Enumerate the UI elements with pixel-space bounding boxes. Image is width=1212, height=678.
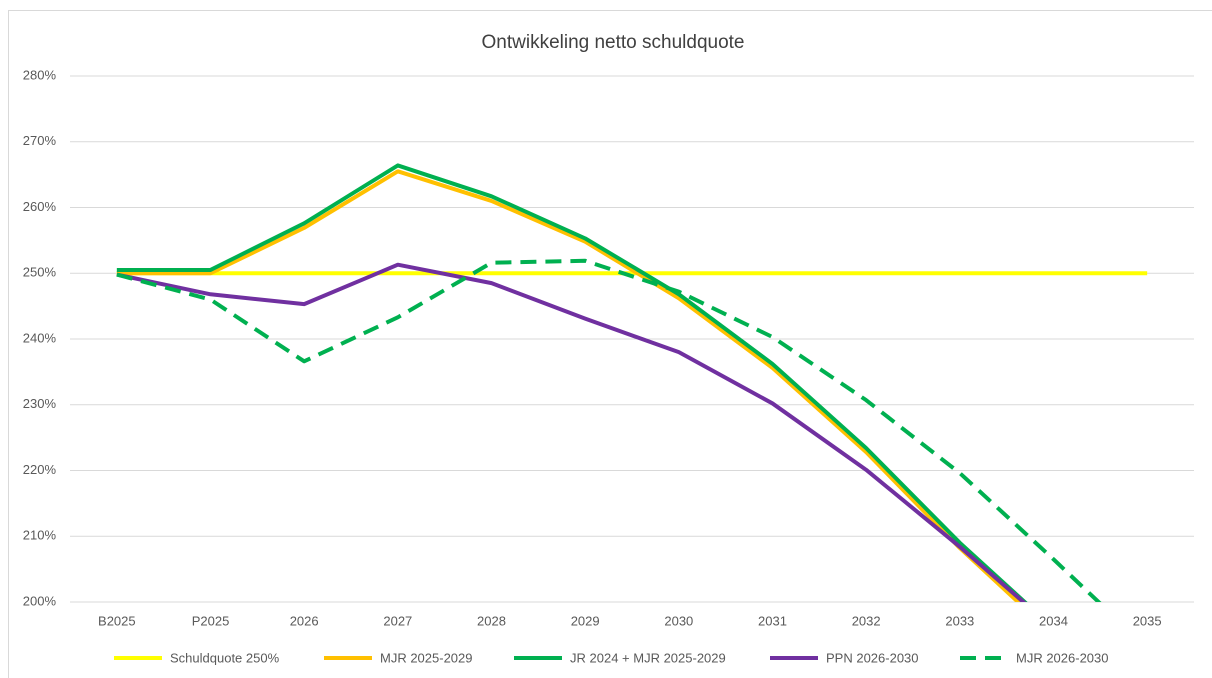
x-tick-label: B2025 — [98, 613, 136, 628]
chart-title: Ontwikkeling netto schuldquote — [482, 32, 745, 53]
legend-label: MJR 2026-2030 — [1016, 650, 1109, 665]
legend-label: Schuldquote 250% — [170, 650, 280, 665]
series-line — [116, 262, 1027, 602]
x-tick-label: 2031 — [758, 613, 787, 628]
chart-frame — [8, 10, 1212, 678]
legend-label: PPN 2026-2030 — [826, 650, 919, 665]
x-tick-label: 2035 — [1133, 613, 1162, 628]
legend-label: MJR 2025-2029 — [380, 650, 473, 665]
x-tick-label: 2034 — [1039, 613, 1068, 628]
y-tick-label: 220% — [23, 462, 57, 477]
series-line — [116, 258, 1102, 602]
series-line — [116, 169, 1021, 602]
y-tick-label: 230% — [23, 396, 57, 411]
y-tick-label: 260% — [23, 199, 57, 214]
x-tick-label: 2030 — [664, 613, 693, 628]
y-tick-label: 270% — [23, 133, 57, 148]
y-tick-label: 210% — [23, 528, 57, 543]
x-tick-label: 2027 — [383, 613, 412, 628]
x-tick-label: 2032 — [852, 613, 881, 628]
plot-area — [116, 163, 1148, 602]
x-tick-label: 2033 — [945, 613, 974, 628]
y-tick-label: 200% — [23, 593, 57, 608]
y-tick-label: 280% — [23, 67, 57, 82]
x-tick-label: P2025 — [192, 613, 230, 628]
x-tick-label: 2028 — [477, 613, 506, 628]
y-tick-label: 240% — [23, 330, 57, 345]
x-tick-label: 2026 — [290, 613, 319, 628]
series-line — [116, 163, 1028, 602]
legend-label: JR 2024 + MJR 2025-2029 — [570, 650, 726, 665]
y-tick-label: 250% — [23, 265, 57, 280]
x-tick-label: 2029 — [571, 613, 600, 628]
